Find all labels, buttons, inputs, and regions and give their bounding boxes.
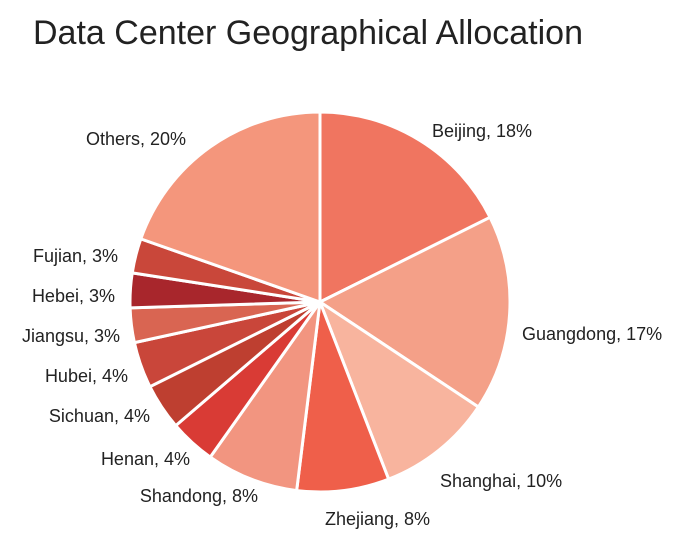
slice-label: Sichuan, 4% <box>49 406 150 426</box>
pie-slice <box>139 110 322 304</box>
pie-slice <box>208 300 322 493</box>
slice-label: Jiangsu, 3% <box>22 326 120 346</box>
slice-label: Hubei, 4% <box>45 366 128 386</box>
pie-slice <box>295 300 391 494</box>
slice-label: Fujian, 3% <box>33 246 118 266</box>
slice-label: Guangdong, 17% <box>522 324 662 344</box>
slice-label: Henan, 4% <box>101 449 190 469</box>
pie-slice <box>318 300 480 481</box>
slice-label: Beijing, 18% <box>432 121 532 141</box>
slice-label: Shanghai, 10% <box>440 471 562 491</box>
slice-label: Shandong, 8% <box>140 486 258 506</box>
pie-slice <box>318 110 492 304</box>
slice-label: Zhejiang, 8% <box>325 509 430 529</box>
pie-slice <box>318 215 512 409</box>
slice-label: Others, 20% <box>86 129 186 149</box>
chart-title: Data Center Geographical Allocation <box>33 14 583 52</box>
slice-label: Hebei, 3% <box>32 286 115 306</box>
